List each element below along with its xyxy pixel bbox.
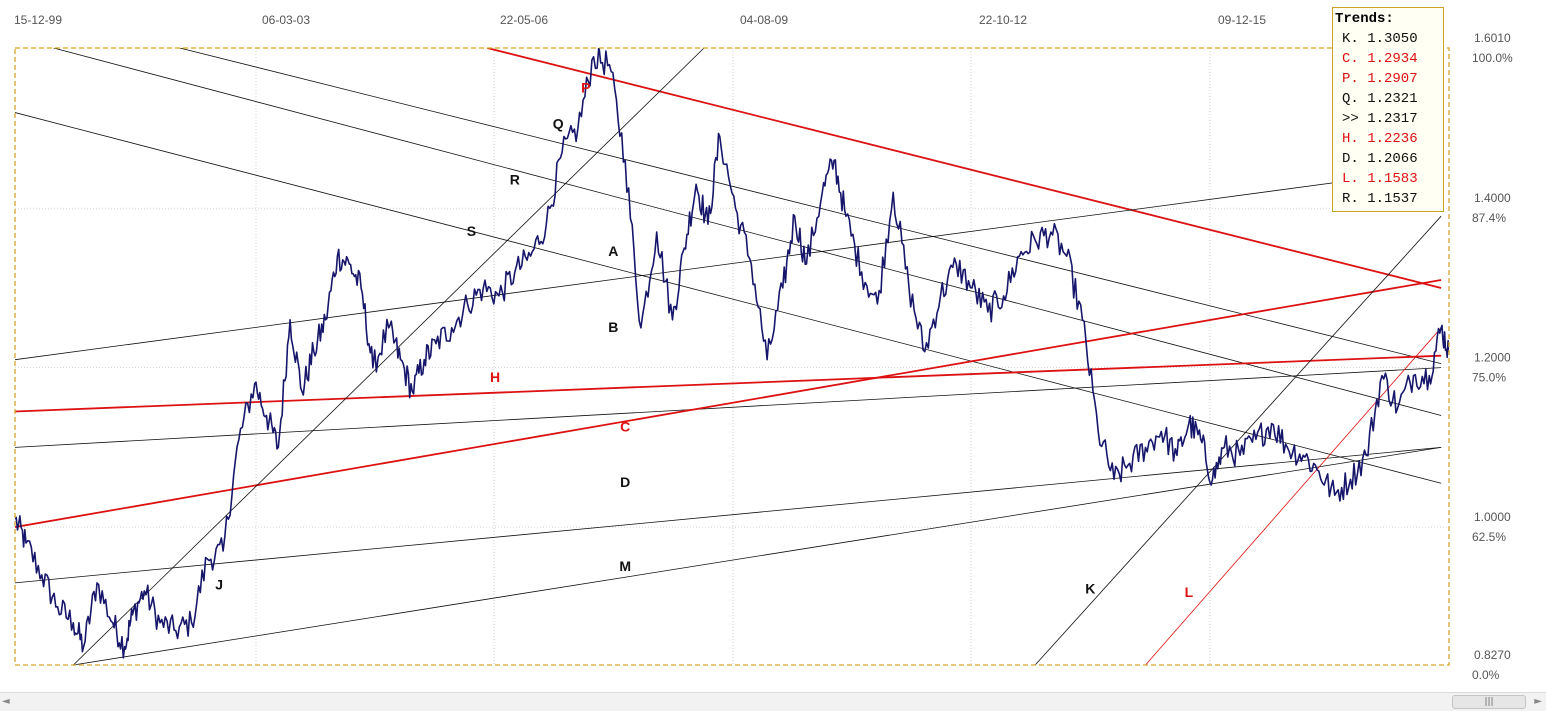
x-tick-label: 04-08-09 <box>740 13 788 27</box>
y-tick-price: 1.6010 <box>1474 31 1511 45</box>
x-axis-ticks: 15-12-99 06-03-03 22-05-06 04-08-09 22-10-12… <box>14 13 1266 27</box>
scroll-left-arrow-icon[interactable]: ◄ <box>2 696 10 707</box>
line-label-s: S <box>467 223 476 239</box>
line-labels: P Q R S A B H C D M J K L <box>215 80 1193 601</box>
legend-item: P. 1.2907 <box>1342 71 1418 87</box>
y-tick-price: 1.4000 <box>1474 191 1511 205</box>
trend-line-p <box>486 48 1442 289</box>
trend-line-b <box>15 367 1442 448</box>
grid <box>15 48 1449 665</box>
y-tick-price: 1.2000 <box>1474 351 1511 365</box>
trend-line-l <box>1145 327 1442 665</box>
line-label-c: C <box>620 418 630 434</box>
line-label-a: A <box>608 243 618 259</box>
x-tick-label: 22-05-06 <box>500 13 548 27</box>
trend-line-j <box>73 48 705 665</box>
line-label-m: M <box>619 558 631 574</box>
line-label-p: P <box>581 80 590 96</box>
y-tick-percent: 62.5% <box>1472 530 1506 544</box>
legend-title: Trends: <box>1335 11 1394 27</box>
trend-line-k <box>1034 215 1442 665</box>
line-label-q: Q <box>553 116 564 132</box>
line-label-h: H <box>490 369 500 385</box>
y-axis-ticks: 1.6010 100.0% 1.4000 87.4% 1.2000 75.0% 1.0000… <box>1472 31 1513 682</box>
legend-item: H. 1.2236 <box>1342 131 1418 147</box>
line-label-b: B <box>608 319 618 335</box>
scroll-thumb[interactable]: ||| <box>1452 695 1526 709</box>
legend-item: R. 1.1537 <box>1342 191 1418 207</box>
x-tick-label: 06-03-03 <box>262 13 310 27</box>
trend-line-s <box>15 112 1442 484</box>
legend-item: L. 1.1583 <box>1342 171 1418 187</box>
trend-line-c <box>15 279 1442 528</box>
legend-item: D. 1.2066 <box>1342 151 1418 167</box>
scroll-right-arrow-icon[interactable]: ► <box>1534 696 1542 707</box>
y-tick-percent: 100.0% <box>1472 51 1513 65</box>
price-series-line <box>15 48 1449 659</box>
trend-line-r <box>53 48 1442 416</box>
line-label-d: D <box>620 474 630 490</box>
legend-item: >> 1.2317 <box>1342 111 1418 127</box>
trend-lines <box>15 48 1442 665</box>
y-tick-price: 0.8270 <box>1474 648 1511 662</box>
trend-line-q <box>179 48 1442 365</box>
trend-line-a <box>15 167 1442 361</box>
trends-legend: Trends: K. 1.3050 C. 1.2934 P. 1.2907 Q. 1.… <box>1332 7 1444 212</box>
line-label-l: L <box>1185 584 1194 600</box>
y-tick-percent: 75.0% <box>1472 371 1506 385</box>
chart-canvas: P Q R S A B H C D M J K L 15-12-99 06-03-03 22-05-06 04… <box>14 13 1513 682</box>
line-label-j: J <box>215 576 223 592</box>
x-tick-label: 15-12-99 <box>14 13 62 27</box>
y-tick-price: 1.0000 <box>1474 510 1511 524</box>
x-tick-label: 22-10-12 <box>979 13 1027 27</box>
trend-line-h <box>15 354 1442 413</box>
plot-frame <box>14 47 1450 666</box>
horizontal-scrollbar[interactable]: ◄ ||| ► <box>0 692 1546 711</box>
legend-item: C. 1.2934 <box>1342 51 1418 67</box>
trend-line-d <box>15 446 1442 584</box>
x-tick-label: 09-12-15 <box>1218 13 1266 27</box>
legend-item: Q. 1.2321 <box>1342 91 1418 107</box>
price-series <box>15 48 1449 659</box>
legend-item: K. 1.3050 <box>1342 31 1418 47</box>
line-label-r: R <box>510 171 520 187</box>
y-tick-percent: 0.0% <box>1472 668 1500 682</box>
line-label-k: K <box>1085 580 1095 596</box>
trend-line-m <box>73 446 1442 665</box>
y-tick-percent: 87.4% <box>1472 211 1506 225</box>
